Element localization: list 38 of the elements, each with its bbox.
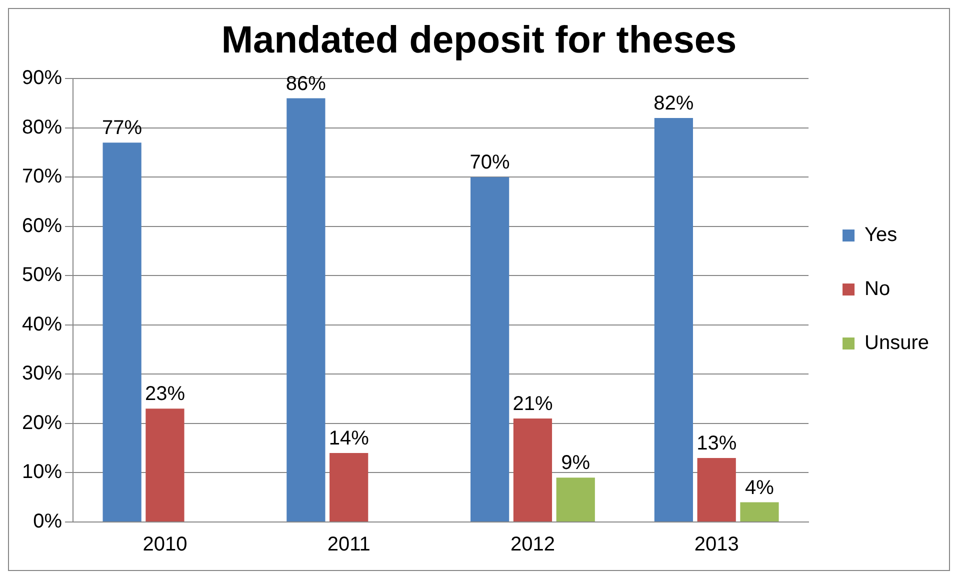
- legend-label: Unsure: [864, 332, 930, 354]
- bar: [556, 478, 595, 522]
- data-label: 21%: [512, 393, 553, 416]
- bar: [654, 118, 693, 522]
- x-tick-label: 2013: [694, 534, 739, 556]
- data-label: 14%: [328, 428, 370, 450]
- y-tick-label: 30%: [22, 362, 62, 385]
- bar: [740, 502, 779, 522]
- data-label: 70%: [470, 152, 510, 174]
- y-tick-label: 70%: [22, 166, 62, 188]
- y-tick-label: 80%: [22, 116, 62, 138]
- bar: [513, 418, 552, 522]
- y-tick-label: 10%: [22, 461, 62, 484]
- data-label: 82%: [654, 92, 694, 115]
- y-tick-label: 40%: [22, 313, 62, 336]
- x-tick-label: 2011: [327, 534, 370, 556]
- data-label: 9%: [561, 452, 590, 474]
- data-label: 4%: [745, 476, 774, 499]
- y-tick-label: 60%: [22, 214, 62, 237]
- data-label: 23%: [144, 383, 186, 406]
- x-tick-label: 2012: [510, 534, 555, 556]
- legend-label: No: [864, 278, 890, 300]
- bar: [697, 458, 736, 522]
- chart-title: Mandated deposit for theses: [221, 19, 737, 62]
- y-tick-label: 90%: [22, 67, 62, 90]
- legend-label: Yes: [864, 224, 898, 246]
- y-tick-label: 50%: [22, 264, 62, 286]
- data-label: 77%: [102, 117, 142, 140]
- data-label: 86%: [286, 72, 326, 95]
- x-tick-label: 2010: [142, 534, 188, 556]
- bar: [146, 408, 184, 522]
- y-tick-label: 20%: [22, 412, 62, 434]
- y-tick-label: 0%: [33, 510, 62, 533]
- bar: [470, 177, 510, 522]
- data-label: 13%: [696, 432, 737, 454]
- bar: [102, 142, 142, 522]
- bar: [286, 98, 326, 522]
- bar: [330, 453, 368, 522]
